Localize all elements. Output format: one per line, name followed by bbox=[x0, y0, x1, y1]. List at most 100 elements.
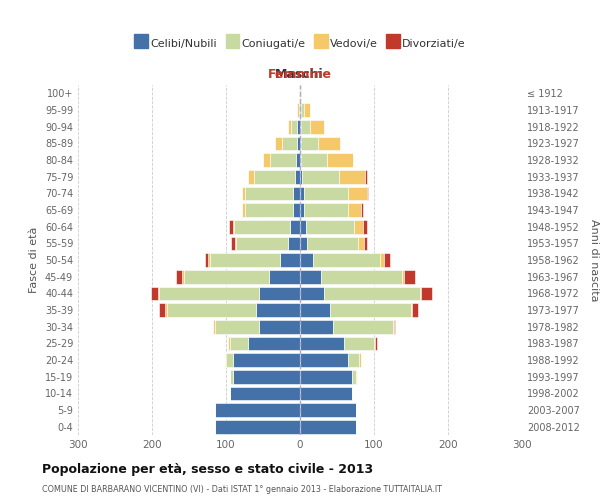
Bar bbox=[301, 136, 318, 150]
Bar bbox=[300, 403, 355, 417]
Bar bbox=[226, 353, 233, 367]
Bar bbox=[228, 336, 230, 350]
Bar bbox=[295, 170, 300, 183]
Bar bbox=[301, 153, 328, 167]
Bar bbox=[259, 286, 300, 300]
Bar bbox=[318, 136, 340, 150]
Bar bbox=[288, 236, 300, 250]
Bar bbox=[329, 303, 411, 317]
Bar bbox=[297, 136, 300, 150]
Bar bbox=[256, 303, 300, 317]
Bar bbox=[215, 420, 300, 434]
Text: COMUNE DI BARBARANO VICENTINO (VI) - Dati ISTAT 1° gennaio 2013 - Elaborazione T: COMUNE DI BARBARANO VICENTINO (VI) - Dat… bbox=[42, 485, 442, 494]
Bar bbox=[304, 186, 348, 200]
Bar bbox=[230, 370, 233, 384]
Bar bbox=[275, 136, 282, 150]
Bar bbox=[374, 336, 376, 350]
Bar bbox=[323, 286, 420, 300]
Bar bbox=[151, 286, 158, 300]
Bar bbox=[230, 336, 248, 350]
Bar bbox=[310, 120, 323, 134]
Bar bbox=[300, 203, 304, 217]
Bar bbox=[299, 103, 300, 117]
Bar bbox=[420, 286, 421, 300]
Bar bbox=[245, 203, 293, 217]
Bar bbox=[300, 103, 301, 117]
Bar bbox=[301, 120, 310, 134]
Bar bbox=[210, 253, 280, 267]
Bar bbox=[355, 370, 357, 384]
Bar bbox=[300, 86, 301, 100]
Bar bbox=[364, 236, 367, 250]
Bar bbox=[421, 286, 433, 300]
Bar bbox=[297, 103, 299, 117]
Bar bbox=[300, 336, 344, 350]
Bar bbox=[167, 303, 256, 317]
Bar bbox=[383, 253, 389, 267]
Bar bbox=[412, 303, 418, 317]
Bar bbox=[245, 186, 293, 200]
Bar bbox=[205, 253, 208, 267]
Legend: Celibi/Nubili, Coniugati/e, Vedovi/e, Divorziati/e: Celibi/Nubili, Coniugati/e, Vedovi/e, Di… bbox=[130, 34, 470, 54]
Bar bbox=[300, 320, 334, 334]
Bar bbox=[301, 103, 304, 117]
Bar bbox=[334, 320, 392, 334]
Bar bbox=[299, 86, 300, 100]
Bar bbox=[242, 203, 245, 217]
Bar bbox=[361, 203, 363, 217]
Bar bbox=[293, 203, 300, 217]
Bar bbox=[348, 203, 361, 217]
Bar bbox=[394, 320, 395, 334]
Bar bbox=[307, 236, 358, 250]
Bar bbox=[306, 220, 354, 234]
Bar bbox=[300, 220, 306, 234]
Bar bbox=[300, 286, 323, 300]
Bar bbox=[348, 353, 359, 367]
Bar bbox=[300, 370, 352, 384]
Bar bbox=[271, 153, 296, 167]
Bar bbox=[321, 270, 402, 283]
Bar bbox=[411, 303, 412, 317]
Bar bbox=[160, 303, 166, 317]
Bar bbox=[184, 270, 269, 283]
Bar bbox=[166, 303, 167, 317]
Bar bbox=[300, 303, 329, 317]
Y-axis label: Anni di nascita: Anni di nascita bbox=[589, 219, 599, 301]
Bar bbox=[233, 220, 234, 234]
Bar bbox=[376, 336, 377, 350]
Bar bbox=[358, 236, 364, 250]
Bar bbox=[300, 386, 352, 400]
Bar bbox=[269, 270, 300, 283]
Bar bbox=[339, 170, 365, 183]
Bar bbox=[224, 353, 226, 367]
Bar bbox=[233, 370, 300, 384]
Bar bbox=[242, 186, 245, 200]
Bar bbox=[348, 186, 367, 200]
Bar bbox=[300, 170, 302, 183]
Bar bbox=[236, 236, 288, 250]
Text: Maschi: Maschi bbox=[275, 68, 324, 82]
Bar bbox=[259, 320, 300, 334]
Bar bbox=[300, 236, 307, 250]
Text: Femmine: Femmine bbox=[268, 68, 332, 82]
Bar bbox=[404, 270, 415, 283]
Bar bbox=[230, 386, 300, 400]
Bar bbox=[300, 420, 355, 434]
Bar bbox=[248, 170, 254, 183]
Bar bbox=[248, 336, 300, 350]
Y-axis label: Fasce di età: Fasce di età bbox=[29, 227, 39, 293]
Bar bbox=[344, 336, 374, 350]
Bar bbox=[293, 186, 300, 200]
Bar bbox=[280, 253, 300, 267]
Bar bbox=[352, 370, 355, 384]
Bar bbox=[158, 286, 160, 300]
Bar bbox=[233, 353, 300, 367]
Text: Popolazione per età, sesso e stato civile - 2013: Popolazione per età, sesso e stato civil… bbox=[42, 462, 373, 475]
Bar bbox=[231, 236, 235, 250]
Bar bbox=[367, 186, 368, 200]
Bar bbox=[365, 170, 367, 183]
Bar bbox=[215, 320, 259, 334]
Bar bbox=[296, 153, 300, 167]
Bar bbox=[282, 136, 297, 150]
Bar bbox=[215, 403, 300, 417]
